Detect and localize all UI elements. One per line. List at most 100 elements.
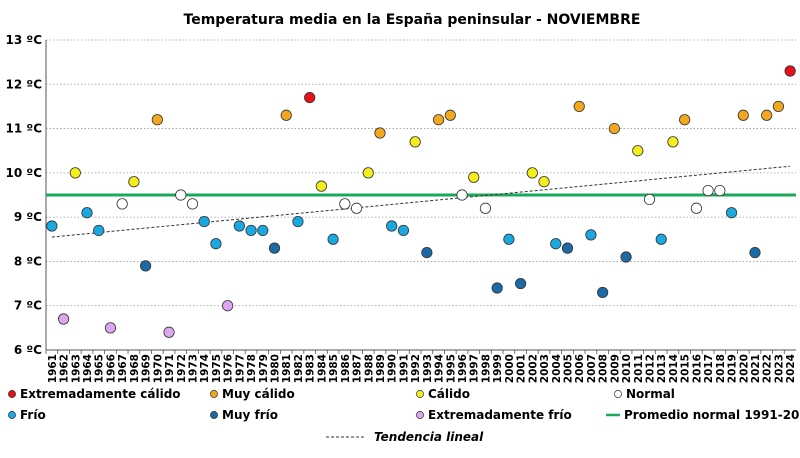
x-tick-label: 2002 <box>527 354 539 383</box>
x-tick-label: 2014 <box>668 354 680 383</box>
x-tick-label: 1996 <box>457 354 469 383</box>
x-tick-label: 2016 <box>691 354 703 383</box>
x-tick-label: 1964 <box>82 354 94 383</box>
x-tick-label: 2011 <box>633 354 645 383</box>
y-tick-label: 6 ºC <box>14 343 42 357</box>
legend-marker <box>416 411 424 419</box>
x-tick-label: 1969 <box>141 354 153 383</box>
x-tick-label: 1975 <box>211 354 223 383</box>
y-axis-labels: 6 ºC 7 ºC 8 ºC 9 ºC 10 ºC 11 ºC 12 ºC 13 ºC <box>6 33 43 357</box>
trend-line-path <box>51 165 791 238</box>
x-tick-label: 1973 <box>187 354 199 383</box>
y-tick-label: 9 ºC <box>14 210 42 224</box>
x-tick-label: 1982 <box>293 354 305 383</box>
point-1997 <box>468 171 480 183</box>
point-2023 <box>772 100 785 113</box>
x-tick-label: 1986 <box>340 354 352 383</box>
point-2004 <box>550 238 562 250</box>
legend-marker <box>614 390 622 398</box>
x-tick-label: 2005 <box>562 354 574 383</box>
x-tick-label: 2021 <box>750 354 762 383</box>
point-2008 <box>597 286 609 299</box>
x-tick-label: 2009 <box>609 354 621 383</box>
legend-label: Extremadamente cálido <box>20 387 181 401</box>
point-2019 <box>725 207 738 219</box>
x-tick-label: 1990 <box>387 354 399 383</box>
x-tick-label: 1976 <box>223 354 235 383</box>
point-2000 <box>503 233 515 245</box>
point-1994 <box>432 114 445 126</box>
x-tick-label: 2020 <box>738 354 750 383</box>
legend-marker <box>8 411 16 419</box>
point-1993 <box>421 246 433 259</box>
point-1998 <box>479 202 492 214</box>
x-tick-label: 2006 <box>574 354 586 383</box>
legend-label: Promedio normal 1991-2020 <box>624 408 800 422</box>
x-tick-label: 1963 <box>70 354 82 383</box>
point-2017 <box>702 184 714 197</box>
x-tick-label: 1961 <box>47 354 59 383</box>
x-tick-label: 1992 <box>410 354 422 383</box>
trend-line <box>51 165 791 238</box>
point-2021 <box>749 246 761 259</box>
gridlines <box>46 39 796 307</box>
legend-label: Tendencia lineal <box>374 430 484 444</box>
point-1986 <box>339 198 351 210</box>
legend-label: Frío <box>20 408 46 422</box>
x-tick-label: 2010 <box>621 354 633 383</box>
point-1969 <box>140 260 152 272</box>
x-tick-label: 2019 <box>727 354 739 383</box>
x-axis-labels: 1961 1962 1963 1964 1965 1966 1967 1968 1969 1970… <box>45 350 797 383</box>
x-tick-label: 2018 <box>715 354 727 383</box>
x-tick-label: 2017 <box>703 354 715 383</box>
point-1977 <box>233 220 245 232</box>
x-tick-label: 1971 <box>164 354 176 383</box>
point-2020 <box>737 109 749 121</box>
point-2015 <box>679 114 691 126</box>
point-1996 <box>456 189 468 201</box>
x-tick-label: 1988 <box>363 354 375 383</box>
legend-marker <box>210 411 218 419</box>
x-tick-label: 2013 <box>656 354 668 383</box>
point-1963 <box>69 167 81 179</box>
x-tick-label: 2022 <box>762 354 774 383</box>
point-2009 <box>608 122 620 135</box>
x-tick-label: 2023 <box>773 354 785 383</box>
point-1967 <box>116 198 128 210</box>
point-1974 <box>198 215 210 228</box>
point-1991 <box>397 224 410 237</box>
x-tick-label: 1995 <box>445 354 457 383</box>
point-1989 <box>374 127 386 139</box>
point-1968 <box>128 176 140 188</box>
legend-label: Normal <box>626 387 675 401</box>
legend-label: Cálido <box>428 387 470 401</box>
y-tick-label: 12 ºC <box>6 77 43 91</box>
x-tick-label: 1989 <box>375 354 387 383</box>
x-tick-label: 2000 <box>504 354 516 383</box>
x-tick-label: 1968 <box>129 354 141 383</box>
chart-title: Temperatura media en la España peninsula… <box>184 12 641 28</box>
y-tick-label: 11 ºC <box>6 122 43 136</box>
x-tick-label: 1970 <box>152 354 164 383</box>
point-2007 <box>585 229 597 241</box>
x-tick-label: 1997 <box>469 354 481 383</box>
point-1966 <box>104 322 117 334</box>
point-2005 <box>561 242 574 254</box>
y-tick-label: 13 ºC <box>6 33 43 47</box>
point-1965 <box>93 224 105 237</box>
point-2012 <box>643 193 656 206</box>
legend-marker <box>8 390 16 398</box>
point-1979 <box>257 224 269 237</box>
x-tick-label: 1983 <box>305 354 317 383</box>
point-1964 <box>81 207 93 219</box>
x-tick-label: 2015 <box>680 354 692 383</box>
point-1988 <box>362 167 374 179</box>
x-tick-label: 1991 <box>398 354 410 383</box>
legend-label: Muy frío <box>222 408 278 422</box>
x-tick-label: 2001 <box>516 354 528 383</box>
x-tick-label: 1979 <box>258 354 270 383</box>
point-1961 <box>46 220 58 232</box>
legend-marker <box>210 390 218 398</box>
x-tick-label: 1978 <box>246 354 258 383</box>
